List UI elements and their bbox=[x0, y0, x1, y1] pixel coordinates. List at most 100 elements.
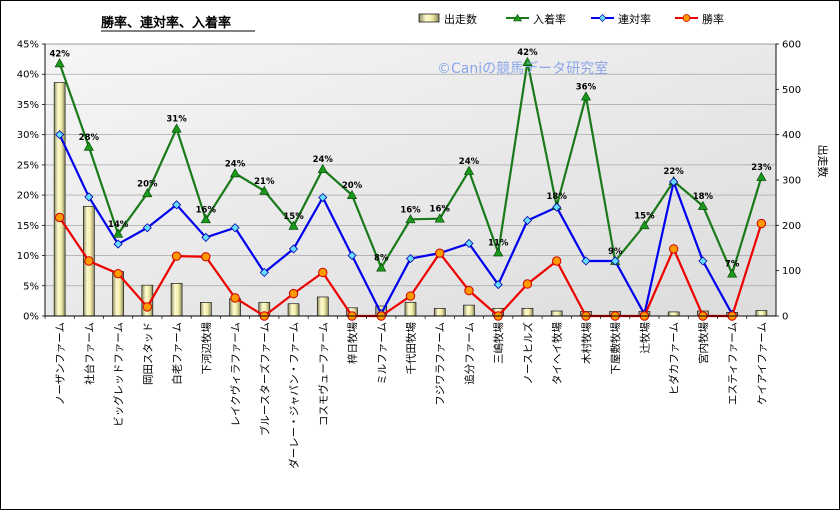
point-win bbox=[464, 285, 474, 296]
legend-label-starts: 出走数 bbox=[444, 12, 477, 26]
y-right-axis: 0 100 200 300 400 500 600 bbox=[45, 40, 801, 323]
category-label: 千代田牧場 bbox=[405, 322, 418, 375]
point-top2 bbox=[172, 200, 182, 210]
watermark: ©Caniの競馬データ研究室 bbox=[437, 60, 608, 77]
legend-label-top2: 連対率 bbox=[618, 12, 651, 26]
legend-marker-top2 bbox=[598, 14, 607, 22]
point-placed bbox=[727, 268, 738, 278]
bar bbox=[404, 302, 417, 317]
data-label: 11% bbox=[488, 239, 509, 249]
bar bbox=[287, 303, 300, 317]
bar bbox=[463, 304, 475, 317]
point-placed bbox=[229, 168, 241, 178]
point-top2 bbox=[142, 223, 152, 233]
data-label: 20% bbox=[137, 179, 158, 189]
point-top2 bbox=[405, 254, 416, 264]
point-placed bbox=[756, 171, 767, 181]
y-left-tick-label: 0% bbox=[23, 312, 39, 323]
legend-marker-placed bbox=[512, 13, 523, 22]
category-label: フジワラファーム bbox=[435, 322, 447, 406]
data-label: 36% bbox=[576, 83, 597, 93]
data-label: 9% bbox=[608, 247, 623, 257]
point-placed bbox=[493, 247, 504, 257]
point-placed bbox=[317, 163, 328, 173]
category-label: コスモヴューファーム bbox=[317, 322, 330, 426]
y-right-tick-label: 500 bbox=[782, 85, 801, 96]
point-top2 bbox=[84, 192, 94, 202]
chart-title: 勝率、連対率、入着率 bbox=[101, 15, 231, 31]
bar bbox=[316, 296, 329, 317]
legend-marker-win bbox=[682, 14, 691, 22]
point-win bbox=[552, 256, 562, 266]
category-label: 岡田スタッド bbox=[142, 322, 154, 385]
category-label: 辻牧場 bbox=[638, 322, 651, 354]
legend-swatch-starts bbox=[418, 13, 440, 23]
point-win bbox=[84, 256, 94, 266]
category-label: ノースヒルズ bbox=[521, 322, 534, 384]
y-right-tick-label: 400 bbox=[782, 130, 801, 141]
category-label: ノーザンファーム bbox=[55, 322, 67, 405]
category-label: ヒダカファーム bbox=[668, 322, 681, 395]
point-placed bbox=[346, 189, 358, 199]
point-top2 bbox=[698, 256, 708, 266]
y-right-tick-label: 300 bbox=[782, 176, 801, 187]
category-label: 梓日牧場 bbox=[346, 322, 359, 364]
category-label: 宮内牧場 bbox=[697, 322, 710, 364]
data-label: 24% bbox=[459, 157, 480, 167]
data-label: 16% bbox=[430, 205, 451, 215]
point-top2 bbox=[669, 177, 679, 187]
category-label: 下屋敷牧場 bbox=[609, 322, 622, 375]
y-left-axis: 0% 5% 10% 15% 20% 25% 30% 35% 40% 45% bbox=[17, 40, 46, 323]
category-label: ダーレー・ジャパン・ファーム bbox=[288, 322, 301, 469]
point-placed bbox=[83, 141, 94, 151]
data-label: 31% bbox=[166, 115, 187, 125]
category-label: ブルースターズファーム bbox=[258, 322, 271, 436]
point-top2 bbox=[464, 238, 474, 249]
point-top2 bbox=[493, 280, 503, 290]
point-placed bbox=[54, 58, 65, 68]
category-label: ケイアイファーム bbox=[756, 322, 768, 405]
data-label: 42% bbox=[49, 49, 70, 59]
category-label: 三嶋牧場 bbox=[492, 322, 505, 364]
data-label: 16% bbox=[400, 205, 421, 215]
point-top2 bbox=[201, 232, 211, 242]
point-placed bbox=[522, 56, 533, 66]
bar bbox=[755, 310, 768, 317]
x-axis-categories: ノーザンファーム 社台ファーム ビッグレッドファーム 岡田スタッド 白老ファーム 下河辺牧… bbox=[44, 316, 768, 469]
data-label: 18% bbox=[693, 192, 714, 202]
point-top2 bbox=[230, 223, 240, 233]
point-placed bbox=[200, 214, 211, 224]
y-right-label: 出走数 bbox=[816, 145, 830, 178]
data-label: 23% bbox=[751, 163, 772, 173]
point-win bbox=[171, 251, 182, 261]
category-label: エスティファーム bbox=[727, 322, 739, 405]
data-label: 15% bbox=[634, 211, 655, 221]
bar bbox=[550, 310, 563, 317]
data-label: 7% bbox=[725, 260, 740, 270]
point-placed bbox=[463, 165, 475, 175]
y-left-tick-label: 40% bbox=[17, 70, 39, 81]
y-left-tick-label: 30% bbox=[17, 130, 39, 141]
point-top2 bbox=[522, 215, 533, 226]
y-right-tick-label: 0 bbox=[782, 312, 788, 323]
y-right-tick-label: 600 bbox=[782, 40, 801, 51]
data-label: 16% bbox=[196, 205, 217, 215]
point-win bbox=[113, 268, 123, 279]
y-left-tick-label: 5% bbox=[23, 281, 39, 292]
point-placed bbox=[580, 91, 592, 101]
point-top2 bbox=[259, 267, 269, 278]
point-top2 bbox=[288, 244, 299, 254]
category-label: 木村牧場 bbox=[580, 322, 593, 364]
data-label: 28% bbox=[79, 133, 100, 143]
category-label: 社台ファーム bbox=[83, 322, 96, 385]
data-label: 24% bbox=[313, 155, 334, 165]
point-placed bbox=[639, 220, 650, 230]
legend-label-placed: 入着率 bbox=[533, 12, 566, 26]
point-placed bbox=[171, 123, 182, 133]
point-win bbox=[318, 267, 328, 278]
point-placed bbox=[142, 188, 153, 198]
data-label: 42% bbox=[517, 48, 538, 58]
category-label: 追分ファーム bbox=[463, 322, 476, 385]
